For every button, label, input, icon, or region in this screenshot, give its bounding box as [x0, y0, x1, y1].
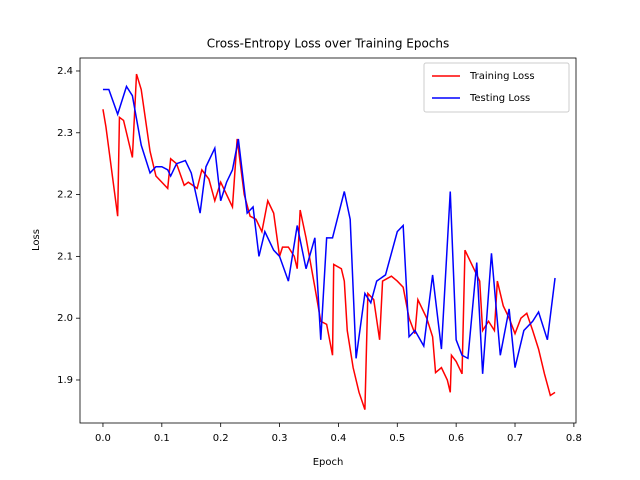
y-tick-label: 2.3: [57, 128, 73, 139]
x-tick-label: 0.6: [448, 433, 464, 444]
y-axis-label: Loss: [31, 229, 42, 251]
data-line: [102, 84, 556, 374]
y-tick-label: 2.2: [57, 190, 73, 201]
axes-frame: [79, 57, 577, 424]
x-tick-label: 0.2: [213, 433, 229, 444]
legend-box: [423, 62, 570, 113]
x-tick-label: 0.4: [330, 433, 346, 444]
data-line: [102, 73, 556, 410]
x-tick-label: 0.3: [272, 433, 288, 444]
y-tick-label: 2.0: [57, 313, 73, 324]
legend-label: Testing Loss: [469, 93, 530, 104]
x-tick-label: 0.8: [566, 433, 582, 444]
x-tick-label: 0.7: [507, 433, 523, 444]
x-tick-label: 0.0: [95, 433, 111, 444]
x-tick-label: 0.1: [154, 433, 170, 444]
chart-title: Cross-Entropy Loss over Training Epochs: [207, 37, 450, 51]
y-tick-label: 1.9: [57, 375, 73, 386]
legend-label: Training Loss: [469, 71, 535, 82]
y-tick-label: 2.1: [57, 251, 73, 262]
x-tick-label: 0.5: [389, 433, 405, 444]
y-tick-label: 2.4: [57, 66, 73, 77]
x-axis-label: Epoch: [313, 457, 344, 468]
